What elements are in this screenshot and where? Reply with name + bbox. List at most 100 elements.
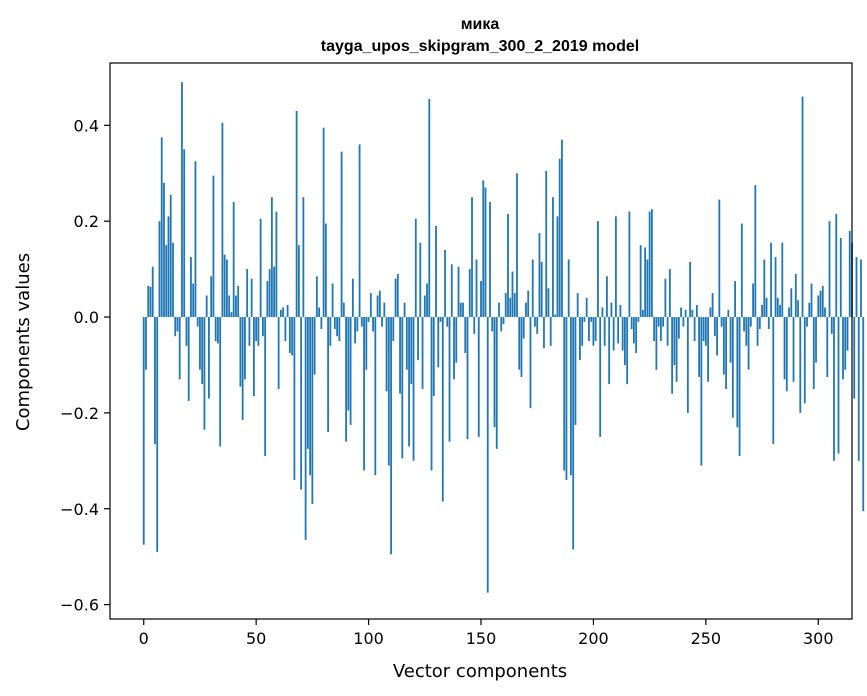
- bar-155: [491, 317, 494, 332]
- bar-250: [704, 317, 707, 346]
- bar-99: [365, 317, 368, 370]
- bar-268: [745, 317, 748, 346]
- bar-24: [196, 317, 199, 327]
- bar-110: [390, 317, 392, 555]
- bar-35: [221, 122, 224, 318]
- bar-234: [668, 269, 671, 318]
- bar-66: [291, 317, 294, 356]
- bar-251: [707, 317, 709, 382]
- bar-273: [756, 317, 759, 346]
- bar-95: [356, 317, 359, 332]
- bar-206: [606, 276, 608, 318]
- bar-256: [718, 199, 721, 318]
- bar-224: [646, 259, 649, 318]
- y-axis-ticks: −0.6 −0.4 −0.2 0.0 0.2 0.4: [60, 116, 110, 615]
- bar-302: [821, 285, 824, 318]
- bar-137: [450, 264, 453, 318]
- bar-58: [273, 266, 276, 318]
- bar-172: [529, 317, 532, 409]
- y-tick-label-2: −0.2: [60, 404, 99, 423]
- bar-275: [761, 305, 763, 318]
- bar-233: [666, 317, 669, 346]
- bar-261: [729, 317, 732, 363]
- bar-1: [145, 317, 147, 370]
- bar-124: [421, 317, 424, 389]
- bar-276: [763, 259, 766, 318]
- bar-202: [597, 221, 599, 318]
- bar-140: [457, 266, 460, 318]
- bar-32: [214, 317, 217, 341]
- bar-218: [633, 317, 635, 344]
- bar-82: [327, 317, 329, 433]
- bar-62: [282, 307, 285, 318]
- bar-279: [770, 242, 772, 318]
- bar-186: [561, 139, 563, 318]
- bar-37: [226, 259, 228, 318]
- bar-52: [259, 218, 262, 318]
- bar-111: [392, 317, 395, 341]
- bar-44: [241, 317, 244, 421]
- bar-282: [776, 297, 779, 318]
- bar-150: [480, 281, 482, 318]
- bar-310: [839, 237, 842, 318]
- bar-269: [747, 317, 750, 370]
- bar-17: [181, 82, 183, 318]
- bar-173: [531, 259, 534, 318]
- bar-294: [803, 317, 806, 404]
- bar-30: [210, 276, 213, 318]
- x-axis-label: Vector components: [393, 661, 567, 682]
- bar-154: [489, 202, 491, 318]
- bar-79: [320, 317, 323, 330]
- bar-160: [502, 317, 505, 325]
- bar-293: [801, 96, 804, 318]
- bar-215: [626, 317, 629, 385]
- bar-107: [383, 302, 386, 318]
- bar-57: [270, 197, 273, 318]
- bar-229: [657, 317, 660, 327]
- y-tick-label-3: 0.0: [74, 308, 99, 327]
- bar-306: [830, 317, 833, 334]
- y-tick-label-5: 0.4: [74, 116, 99, 135]
- bar-64: [286, 305, 289, 318]
- bar-257: [720, 317, 723, 327]
- bar-291: [797, 300, 799, 318]
- bar-86: [336, 317, 338, 337]
- bar-60: [277, 317, 280, 389]
- bar-75: [311, 317, 314, 504]
- bar-102: [372, 317, 374, 332]
- bar-126: [426, 283, 428, 318]
- bar-180: [547, 288, 550, 318]
- bar-6: [156, 317, 159, 552]
- bar-39: [230, 312, 233, 318]
- y-tick-label-0: −0.6: [60, 596, 99, 615]
- bar-230: [659, 317, 662, 341]
- bar-271: [752, 283, 754, 318]
- bar-109: [387, 317, 390, 466]
- bar-219: [635, 317, 638, 353]
- bar-84: [331, 283, 334, 318]
- bar-248: [700, 317, 703, 466]
- bar-159: [500, 317, 503, 332]
- bar-176: [538, 233, 541, 318]
- bar-50: [255, 317, 258, 341]
- bar-231: [662, 317, 665, 327]
- bars-group: [142, 82, 865, 593]
- bar-96: [358, 144, 361, 318]
- chart-title: мика: [461, 16, 500, 33]
- bar-281: [774, 257, 777, 318]
- bar-56: [268, 269, 271, 318]
- bar-192: [574, 317, 577, 425]
- bar-162: [507, 213, 509, 318]
- x-tick-label-250: 250: [691, 629, 722, 648]
- bar-0: [142, 317, 145, 545]
- bar-104: [376, 295, 379, 318]
- x-tick-label-100: 100: [353, 629, 384, 648]
- bar-270: [749, 317, 752, 327]
- bar-193: [576, 293, 579, 318]
- bar-221: [639, 245, 642, 318]
- bar-14: [174, 317, 177, 337]
- bar-217: [630, 317, 633, 330]
- bar-131: [437, 317, 440, 368]
- bar-28: [205, 295, 208, 318]
- bar-100: [367, 317, 370, 322]
